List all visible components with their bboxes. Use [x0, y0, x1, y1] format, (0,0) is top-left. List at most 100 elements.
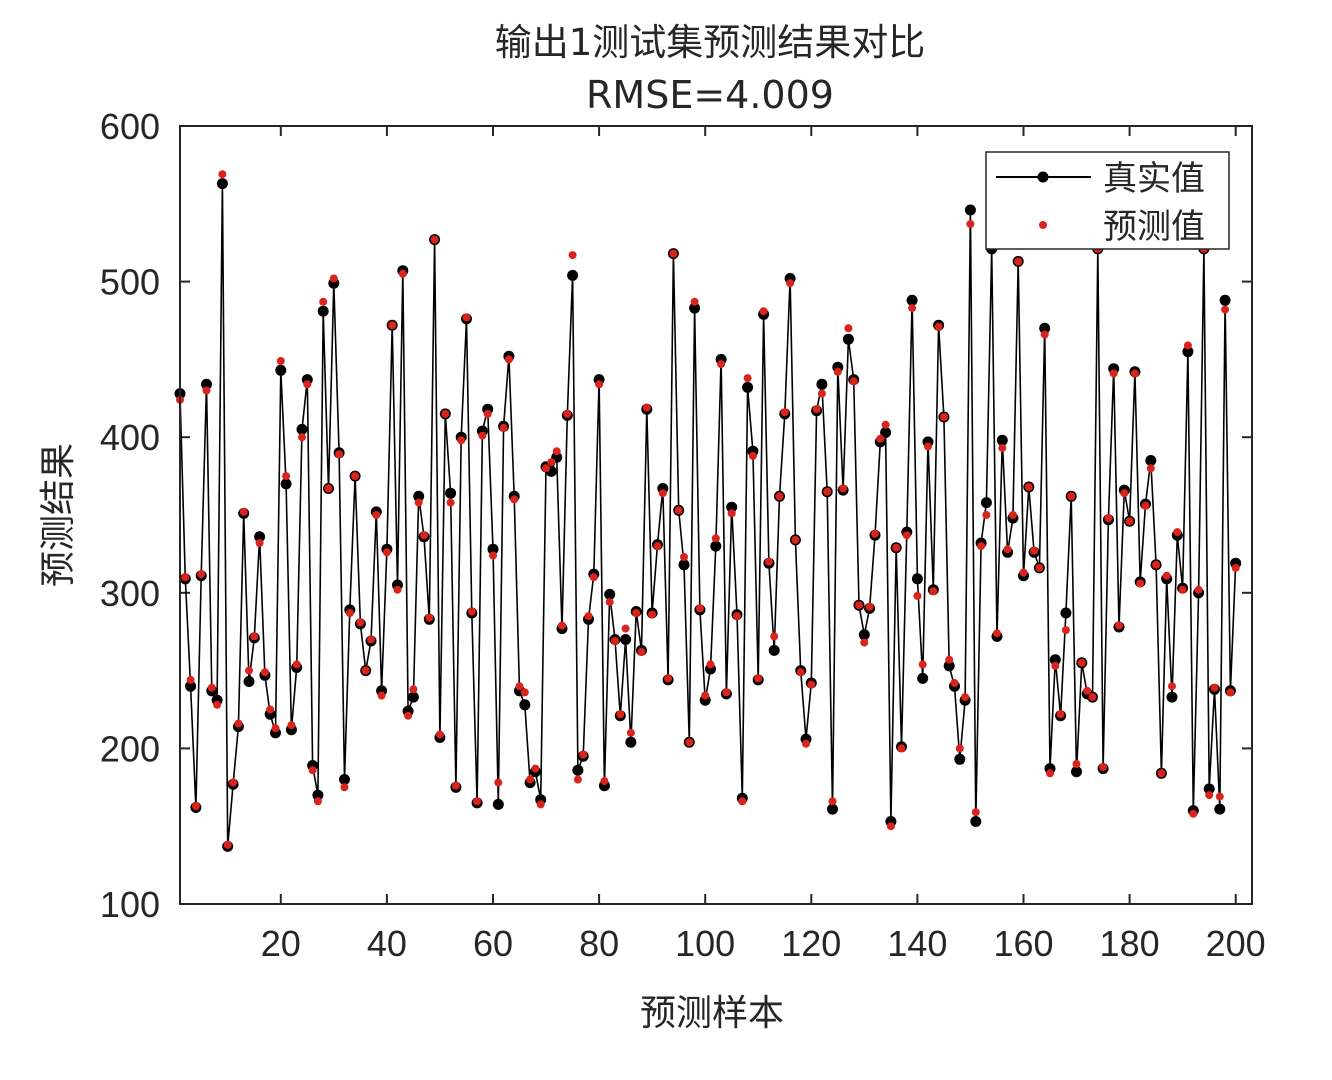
- true-value-point: [1145, 455, 1157, 466]
- true-value-point: [858, 629, 870, 641]
- predicted-value-point: [924, 442, 932, 451]
- true-value-point: [1060, 607, 1072, 619]
- predicted-value-point: [881, 420, 890, 429]
- predicted-value-point: [1189, 809, 1198, 818]
- predicted-value-point: [1226, 688, 1235, 697]
- predicted-value-point: [409, 685, 418, 694]
- legend-box: [985, 151, 1230, 250]
- predicted-value-point: [398, 269, 407, 278]
- true-value-point: [185, 680, 197, 692]
- predicted-value-point: [611, 637, 619, 645]
- predicted-value-point: [1061, 626, 1070, 635]
- predicted-value-point: [1008, 511, 1017, 519]
- predicted-value-point: [945, 655, 954, 664]
- predicted-value-point: [589, 573, 598, 582]
- predicted-value-point: [1130, 369, 1139, 378]
- predicted-value-point: [993, 629, 1001, 638]
- true-value-point: [625, 736, 637, 748]
- true-value-point: [275, 364, 287, 376]
- predicted-value-point: [478, 431, 487, 440]
- true-value-point: [917, 672, 929, 684]
- predicted-value-point: [308, 766, 317, 775]
- predicted-value-point: [1035, 563, 1044, 572]
- predicted-value-point: [345, 609, 354, 617]
- predicted-value-point: [255, 539, 264, 547]
- predicted-value-point: [839, 484, 848, 493]
- predicted-value-point: [977, 542, 986, 551]
- predicted-value-point: [1194, 585, 1203, 594]
- predicted-value-point: [595, 380, 604, 389]
- true-value-point: [201, 378, 212, 390]
- predicted-value-point: [202, 386, 211, 395]
- y-tick-label: 500: [100, 262, 160, 303]
- predicted-value-point: [807, 680, 816, 689]
- predicted-value-point: [197, 570, 206, 579]
- legend-label-pred: 预测值: [1103, 207, 1205, 247]
- predicted-value-point: [796, 668, 805, 677]
- true-value-point: [1166, 691, 1178, 703]
- predicted-value-point: [706, 660, 715, 669]
- predicted-value-point: [1014, 257, 1023, 266]
- predicted-value-point: [1146, 464, 1155, 473]
- predicted-value-point: [510, 495, 519, 504]
- predicted-value-point: [701, 691, 710, 700]
- predicted-value-point: [335, 450, 344, 459]
- true-value-point: [943, 660, 955, 672]
- predicted-value-point: [1162, 571, 1171, 580]
- true-value-point: [906, 294, 918, 306]
- predicted-value-point: [266, 705, 275, 714]
- plot-frame: [179, 125, 1253, 905]
- x-tick-label: 100: [675, 923, 735, 964]
- predicted-value-point: [1104, 514, 1113, 523]
- predicted-value-point: [817, 389, 826, 398]
- predicted-value-point: [711, 534, 720, 543]
- predicted-value-point: [1178, 585, 1187, 594]
- predicted-value-point: [388, 321, 397, 330]
- predicted-value-point: [658, 489, 667, 498]
- predicted-value-point: [722, 688, 731, 697]
- chart-title: 输出1测试集预测结果对比: [495, 21, 926, 64]
- true-value-point: [842, 333, 854, 345]
- predicted-value-point: [1125, 517, 1134, 526]
- true-value-point: [1219, 294, 1231, 306]
- true-value-point: [980, 497, 992, 509]
- predicted-value-point: [425, 613, 434, 622]
- predicted-value-point: [892, 543, 901, 552]
- predicted-value-point: [489, 551, 497, 560]
- predicted-value-point: [351, 472, 360, 481]
- predicted-value-point: [998, 444, 1007, 453]
- true-value-point: [413, 490, 425, 502]
- true-value-point: [816, 378, 828, 390]
- predicted-value-point: [1088, 693, 1097, 702]
- predicted-value-point: [791, 535, 800, 544]
- predicted-value-point: [648, 610, 657, 619]
- true-value-point: [678, 559, 690, 571]
- x-tick-label: 200: [1206, 923, 1266, 964]
- predicted-value-point: [223, 840, 232, 849]
- predicted-value-point: [786, 279, 795, 288]
- predicted-value-point: [382, 548, 391, 557]
- predicted-value-point: [934, 322, 943, 331]
- predicted-value-point: [372, 511, 381, 519]
- predicted-value-point: [457, 436, 466, 445]
- predicted-value-point: [531, 764, 540, 773]
- predicted-value-point: [1157, 769, 1166, 778]
- predicted-value-point: [616, 710, 625, 719]
- predicted-value-point: [1141, 501, 1150, 510]
- predicted-value-point: [1136, 579, 1145, 588]
- predicted-value-point: [886, 822, 895, 831]
- predicted-value-point: [950, 679, 959, 687]
- x-axis-label: 预测样本: [640, 993, 784, 1034]
- y-tick-label: 100: [100, 884, 160, 925]
- x-tick-label: 40: [367, 923, 407, 964]
- true-value-point: [296, 423, 308, 435]
- predicted-value-point: [361, 666, 370, 675]
- predicted-value-point: [743, 374, 752, 383]
- predicted-value-point: [303, 380, 312, 389]
- predicted-value-point: [207, 683, 216, 692]
- predicted-value-point: [483, 409, 492, 418]
- predicted-value-point: [1019, 568, 1028, 577]
- predicted-value-point: [918, 660, 927, 669]
- true-value-point: [254, 531, 266, 543]
